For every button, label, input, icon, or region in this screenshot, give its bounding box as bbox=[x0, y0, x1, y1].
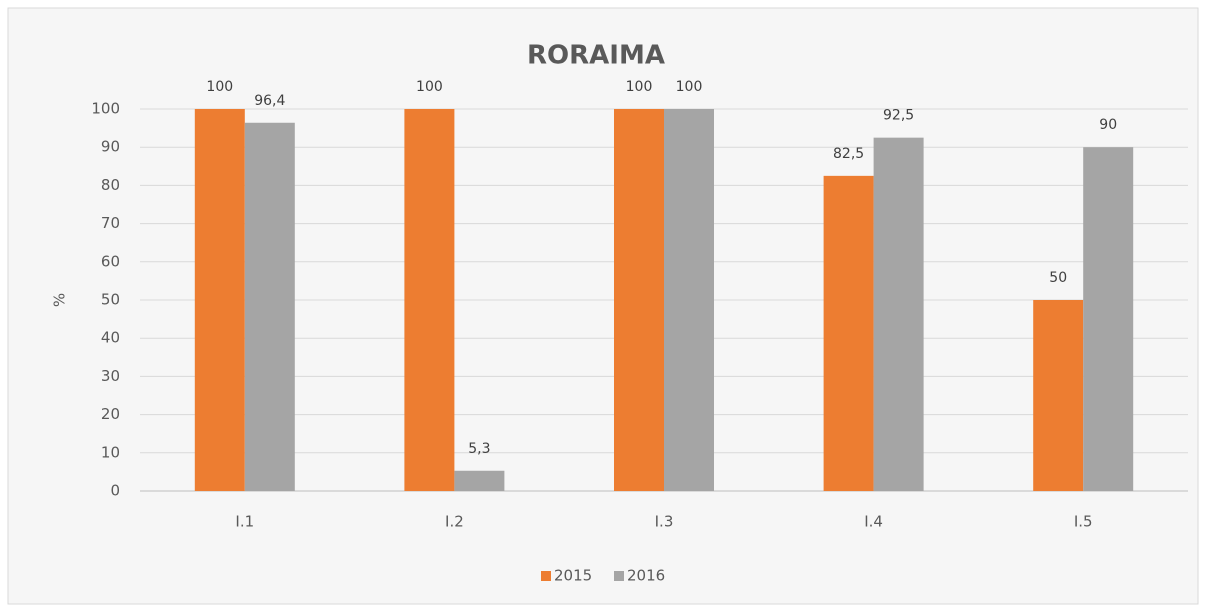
y-tick-label: 70 bbox=[101, 214, 120, 232]
value-label: 82,5 bbox=[833, 146, 864, 162]
y-tick-label: 30 bbox=[101, 367, 120, 385]
y-axis-label: % bbox=[51, 293, 69, 307]
chart-background bbox=[7, 7, 1199, 605]
x-tick-label: I.1 bbox=[235, 513, 254, 531]
value-label: 100 bbox=[626, 79, 653, 95]
y-tick-label: 50 bbox=[101, 291, 120, 309]
y-tick-label: 80 bbox=[101, 176, 120, 194]
value-label: 92,5 bbox=[883, 108, 914, 124]
legend-swatch bbox=[541, 571, 551, 581]
y-tick-label: 10 bbox=[101, 443, 120, 461]
y-tick-label: 90 bbox=[101, 138, 120, 156]
x-tick-label: I.3 bbox=[655, 513, 674, 531]
y-tick-label: 0 bbox=[110, 482, 120, 500]
y-tick-label: 20 bbox=[101, 405, 120, 423]
bar bbox=[454, 470, 505, 491]
bar bbox=[614, 109, 664, 491]
bar bbox=[823, 175, 874, 491]
x-tick-label: I.5 bbox=[1074, 513, 1093, 531]
bar bbox=[244, 122, 295, 491]
value-label: 5,3 bbox=[468, 441, 490, 457]
bar bbox=[194, 109, 245, 491]
chart-title: RORAIMA bbox=[527, 41, 665, 71]
value-label: 100 bbox=[416, 79, 443, 95]
bar bbox=[664, 109, 714, 491]
bar bbox=[404, 109, 455, 491]
y-tick-label: 60 bbox=[101, 252, 120, 270]
bar bbox=[1033, 300, 1084, 491]
value-label: 50 bbox=[1049, 270, 1067, 286]
value-label: 90 bbox=[1099, 117, 1117, 133]
x-tick-label: I.2 bbox=[445, 513, 464, 531]
value-label: 96,4 bbox=[254, 93, 285, 109]
legend-label: 2015 bbox=[554, 567, 592, 585]
value-label: 100 bbox=[206, 79, 233, 95]
y-tick-label: 40 bbox=[101, 329, 120, 347]
bar bbox=[873, 137, 924, 491]
bar bbox=[1083, 147, 1134, 491]
x-tick-label: I.4 bbox=[864, 513, 883, 531]
value-label: 100 bbox=[676, 79, 703, 95]
y-tick-label: 100 bbox=[91, 100, 120, 118]
legend-swatch bbox=[614, 571, 624, 581]
legend-label: 2016 bbox=[627, 567, 665, 585]
